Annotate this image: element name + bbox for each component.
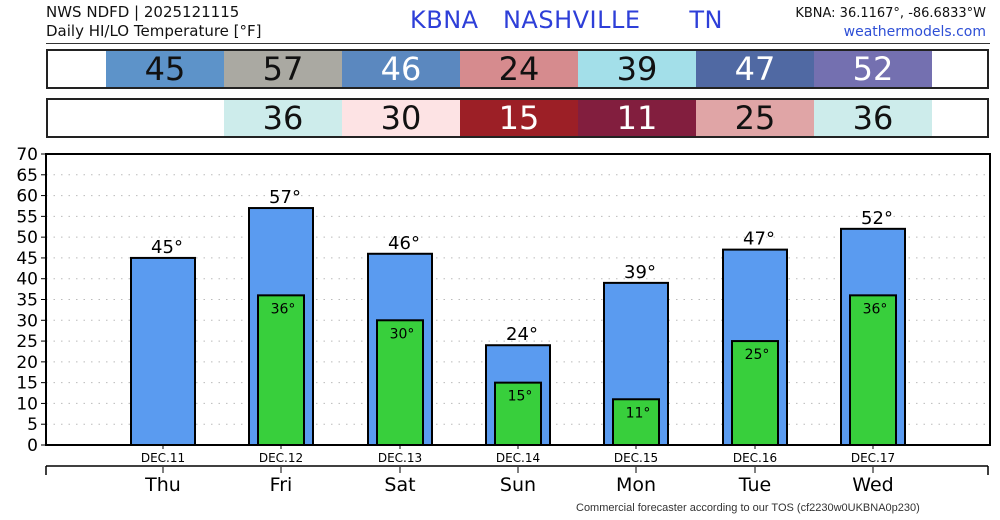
y-tick-label: 55 bbox=[16, 207, 38, 227]
y-tick-label: 20 bbox=[16, 353, 38, 373]
low-temp-label: 11° bbox=[626, 405, 651, 421]
product-title: NWS NDFD | 2025121115 bbox=[46, 3, 240, 21]
y-tick-label: 35 bbox=[16, 291, 38, 311]
y-tick-label: 5 bbox=[27, 415, 38, 435]
station-state: TN bbox=[689, 6, 723, 34]
high-temp-label: 45° bbox=[151, 237, 183, 258]
date-label: DEC.12 bbox=[259, 451, 303, 465]
day-label: Fri bbox=[270, 474, 293, 496]
high-temp-label: 39° bbox=[624, 262, 656, 283]
low-temp-cell: 36 bbox=[224, 100, 342, 137]
y-tick-label: 70 bbox=[16, 145, 38, 165]
y-tick-label: 30 bbox=[16, 311, 38, 331]
station-title: KBNA NASHVILLE TN bbox=[410, 6, 723, 34]
chart-header-left: NWS NDFD | 2025121115 Daily HI/LO Temper… bbox=[46, 3, 262, 41]
day-label: Tue bbox=[738, 474, 771, 496]
day-label: Mon bbox=[616, 474, 656, 496]
date-label: DEC.15 bbox=[614, 451, 658, 465]
header-divider bbox=[46, 43, 990, 44]
low-temp-label: 25° bbox=[745, 347, 770, 363]
low-temp-label: 36° bbox=[271, 301, 296, 317]
low-temp-label: 15° bbox=[508, 389, 533, 405]
site-link[interactable]: weathermodels.com bbox=[843, 24, 986, 40]
y-tick-label: 50 bbox=[16, 228, 38, 248]
day-label: Sat bbox=[384, 474, 415, 496]
day-label: Sun bbox=[500, 474, 536, 496]
date-label: DEC.16 bbox=[733, 451, 777, 465]
low-temp-cell: 30 bbox=[342, 100, 460, 137]
y-tick-label: 45 bbox=[16, 249, 38, 269]
high-temp-label: 47° bbox=[743, 229, 775, 250]
chart-header-right: KBNA: 36.1167°, -86.6833°W weathermodels… bbox=[795, 4, 986, 42]
date-label: DEC.13 bbox=[378, 451, 422, 465]
footer-note: Commercial forecaster according to our T… bbox=[576, 502, 920, 514]
high-temp-bar bbox=[130, 256, 196, 446]
low-temp-bar bbox=[849, 294, 897, 447]
y-tick-label: 25 bbox=[16, 332, 38, 352]
date-label: DEC.11 bbox=[141, 451, 185, 465]
low-temp-cell: 36 bbox=[814, 100, 932, 137]
high-temp-label: 24° bbox=[506, 324, 538, 345]
high-temp-cell: 52 bbox=[814, 51, 932, 88]
day-label: Wed bbox=[852, 474, 893, 496]
high-temp-label: 52° bbox=[861, 208, 893, 229]
high-temp-cell: 39 bbox=[578, 51, 696, 88]
low-temp-bar bbox=[612, 398, 660, 446]
station-id: KBNA bbox=[410, 6, 479, 34]
low-temp-bar bbox=[494, 381, 542, 446]
low-temp-cell: 15 bbox=[460, 100, 578, 137]
y-tick-label: 40 bbox=[16, 270, 38, 290]
station-coordinates: KBNA: 36.1167°, -86.6833°W bbox=[795, 6, 986, 21]
high-temp-cell: 45 bbox=[106, 51, 224, 88]
high-temp-cell: 24 bbox=[460, 51, 578, 88]
low-temp-bar bbox=[731, 340, 779, 447]
y-tick-label: 0 bbox=[27, 436, 38, 456]
chart-subtitle: Daily HI/LO Temperature [°F] bbox=[46, 22, 262, 40]
y-tick-label: 10 bbox=[16, 394, 38, 414]
station-city: NASHVILLE bbox=[502, 6, 641, 34]
date-label: DEC.14 bbox=[496, 451, 540, 465]
high-temp-strip: 45 57 46 24 39 47 52 bbox=[46, 49, 989, 89]
low-temp-label: 30° bbox=[390, 326, 415, 342]
y-tick-label: 60 bbox=[16, 187, 38, 207]
date-label: DEC.17 bbox=[851, 451, 895, 465]
high-temp-cell: 57 bbox=[224, 51, 342, 88]
y-tick-label: 65 bbox=[16, 166, 38, 186]
low-temp-bar bbox=[257, 294, 305, 447]
day-label: Thu bbox=[144, 474, 181, 496]
plot-frame bbox=[45, 153, 991, 446]
low-temp-cell: 11 bbox=[578, 100, 696, 137]
low-temp-label: 36° bbox=[863, 301, 888, 317]
low-temp-strip: 36 30 15 11 25 36 bbox=[46, 98, 989, 138]
high-temp-cell: 46 bbox=[342, 51, 460, 88]
high-temp-label: 46° bbox=[388, 233, 420, 254]
y-tick-label: 15 bbox=[16, 374, 38, 394]
low-temp-cell bbox=[106, 100, 224, 136]
high-temp-cell: 47 bbox=[696, 51, 814, 88]
high-temp-label: 57° bbox=[269, 187, 301, 208]
low-temp-cell: 25 bbox=[696, 100, 814, 137]
